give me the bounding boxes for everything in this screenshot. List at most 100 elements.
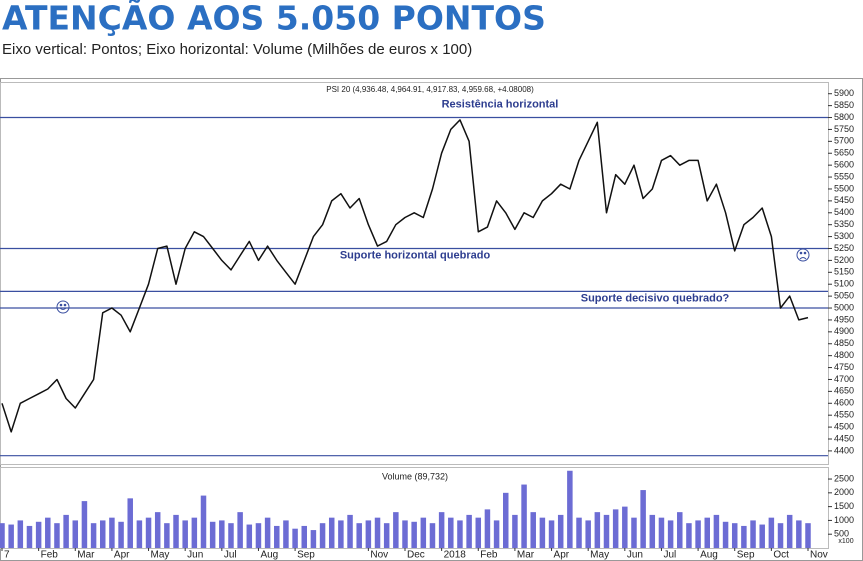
volume-bar xyxy=(365,520,372,548)
volume-bar xyxy=(72,520,79,548)
volume-bar xyxy=(649,514,656,548)
volume-bar xyxy=(17,520,24,548)
volume-bar xyxy=(127,498,133,548)
volume-bar xyxy=(475,517,482,548)
volume-bar xyxy=(164,523,170,548)
x-tick-label: May xyxy=(590,550,609,561)
volume-bar xyxy=(136,520,143,548)
y-tick-label: 5200 xyxy=(834,255,854,265)
volume-bar xyxy=(356,523,362,548)
y-tick-label: 4700 xyxy=(834,374,854,384)
x-tick-label: Apr xyxy=(114,550,130,561)
volume-bar xyxy=(777,523,784,548)
vol-tick-label: 2000 xyxy=(834,487,854,497)
volume-bar xyxy=(695,520,701,548)
volume-bar xyxy=(54,523,60,548)
y-tick-label: 4600 xyxy=(834,398,854,408)
volume-bar xyxy=(209,521,216,548)
y-tick-label: 4800 xyxy=(834,350,854,360)
volume-bar xyxy=(26,525,33,548)
volume-bar xyxy=(274,525,280,548)
volume-bar xyxy=(438,512,445,548)
volume-bar xyxy=(90,523,97,548)
y-tick-label: 5650 xyxy=(834,148,854,158)
y-tick-label: 4950 xyxy=(834,314,854,324)
y-tick-label: 5800 xyxy=(834,112,854,122)
volume-bar xyxy=(429,523,436,548)
volume-bar xyxy=(393,512,399,548)
price-pane xyxy=(0,82,829,465)
volume-bar xyxy=(503,492,509,548)
x-tick-label: May xyxy=(151,550,170,561)
volume-bar xyxy=(594,512,601,548)
y-tick-label: 5400 xyxy=(834,207,854,217)
annotation: Suporte decisivo quebrado? xyxy=(581,292,730,304)
y-tick-label: 4500 xyxy=(834,421,854,431)
volume-bar xyxy=(191,517,198,548)
volume-bar xyxy=(530,512,536,548)
volume-bar xyxy=(8,524,14,548)
y-tick-label: 5250 xyxy=(834,243,854,253)
volume-bar xyxy=(328,517,335,548)
volume-bar xyxy=(521,484,527,548)
frown xyxy=(796,248,810,262)
volume-bar xyxy=(264,517,271,548)
x-tick-label: Nov xyxy=(370,550,388,561)
volume-bar xyxy=(805,523,811,548)
volume-bar xyxy=(310,530,317,548)
x-tick-label: Dec xyxy=(407,550,425,561)
volume-bar xyxy=(686,523,692,548)
volume-pane xyxy=(0,467,829,549)
volume-bar xyxy=(283,520,289,548)
volume-bar xyxy=(374,517,381,548)
y-tick-label: 4850 xyxy=(834,338,854,348)
volume-bar xyxy=(658,517,665,548)
y-tick-label: 5500 xyxy=(834,183,854,193)
volume-bar xyxy=(548,520,555,548)
volume-bar xyxy=(731,523,738,548)
volume-bar xyxy=(109,517,115,548)
x-tick-label: Jul xyxy=(224,550,237,561)
annotation: Resistência horizontal xyxy=(442,98,559,110)
y-tick-label: 5850 xyxy=(834,100,854,110)
x-tick-label: Sep xyxy=(737,550,755,561)
volume-bar xyxy=(713,514,720,548)
volume-bar xyxy=(722,521,729,548)
annotation: Suporte horizontal quebrado xyxy=(340,249,491,261)
volume-bar xyxy=(145,517,152,548)
x-tick-label: Jul xyxy=(663,550,676,561)
x-tick-label: Nov xyxy=(810,550,828,561)
vol-tick-label: 500 xyxy=(834,529,849,539)
volume-bar xyxy=(759,524,765,548)
volume-bar xyxy=(457,520,463,548)
volume-bar xyxy=(667,520,674,548)
volume-bar xyxy=(81,501,88,548)
x-tick-label: Aug xyxy=(700,550,718,561)
volume-bar xyxy=(768,517,775,548)
volume-bar xyxy=(246,524,253,548)
y-tick-label: 5050 xyxy=(834,290,854,300)
x-tick-label: Sep xyxy=(297,550,315,561)
volume-bar xyxy=(704,517,710,548)
volume-bar xyxy=(319,523,326,548)
y-tick-label: 5150 xyxy=(834,267,854,277)
volume-bar xyxy=(118,521,124,548)
y-tick-label: 4750 xyxy=(834,362,854,372)
y-tick-label: 4650 xyxy=(834,386,854,396)
x-tick-label: 2018 xyxy=(444,550,467,561)
y-tick-label: 5450 xyxy=(834,195,854,205)
chart-title: ATENÇÃO AOS 5.050 PONTOS xyxy=(2,0,546,38)
y-tick-label: 5900 xyxy=(834,88,854,98)
volume-bar xyxy=(338,520,344,548)
volume-bar xyxy=(677,512,683,548)
volume-bar xyxy=(237,512,243,548)
volume-bar xyxy=(557,514,564,548)
volume-bar xyxy=(63,514,69,548)
volume-bar xyxy=(45,517,51,548)
x-tick-label: Jun xyxy=(187,550,203,561)
y-tick-label: 4900 xyxy=(834,326,854,336)
x-tick-label: Mar xyxy=(517,550,535,561)
volume-bar xyxy=(301,525,307,548)
volume-bar xyxy=(0,523,5,548)
